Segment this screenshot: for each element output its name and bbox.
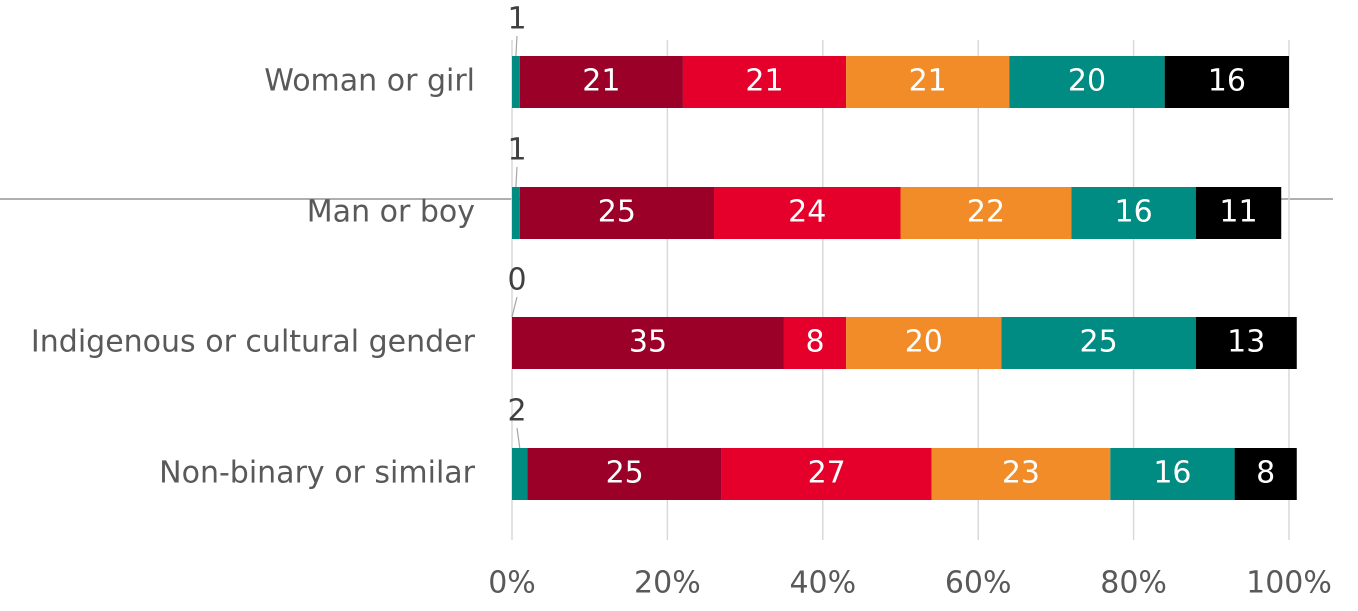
bar-segment: [1234, 448, 1297, 500]
bar-segment: [512, 56, 520, 108]
bar-segment: [1195, 317, 1297, 369]
bar-segment: [1071, 187, 1196, 239]
bar-segment: [512, 448, 528, 500]
data-label: 20: [905, 325, 943, 360]
x-tick-label: 100%: [1246, 566, 1332, 601]
bar-segment: [846, 317, 1002, 369]
data-label: 1: [507, 2, 526, 37]
bar-segment: [721, 448, 932, 500]
leader-line: [511, 296, 518, 318]
category-label: Woman or girl: [264, 64, 475, 99]
data-label: 8: [805, 325, 824, 360]
data-label: 11: [1219, 195, 1257, 230]
data-label: 21: [745, 64, 783, 99]
bar-segment: [512, 187, 520, 239]
x-tick-label: 20%: [634, 566, 701, 601]
category-label: Man or boy: [307, 195, 475, 230]
data-label: 2: [507, 394, 526, 429]
data-label: 16: [1208, 64, 1246, 99]
bar-segment: [900, 187, 1072, 239]
bar-segment: [512, 317, 784, 369]
data-label: 24: [788, 195, 826, 230]
x-tick-label: 40%: [789, 566, 856, 601]
bar-segment: [519, 56, 683, 108]
bar-segment: [1001, 317, 1196, 369]
bar-segment: [846, 56, 1010, 108]
data-label: 13: [1227, 325, 1265, 360]
x-tick-label: 0%: [488, 566, 536, 601]
data-label: 21: [909, 64, 947, 99]
data-label: 16: [1153, 456, 1191, 491]
data-label: 20: [1068, 64, 1106, 99]
bar-segment: [1110, 448, 1235, 500]
bar-segment: [783, 317, 847, 369]
bar-segment: [1164, 56, 1289, 108]
data-label: 25: [598, 195, 636, 230]
bar-segment: [519, 187, 715, 239]
bar-segment: [714, 187, 901, 239]
leader-line: [515, 166, 518, 188]
bar-segment: [1009, 56, 1165, 108]
leader-line: [515, 35, 518, 57]
data-label: 16: [1115, 195, 1153, 230]
category-label: Indigenous or cultural gender: [31, 325, 476, 360]
data-label: 0: [507, 263, 526, 298]
leader-line: [516, 427, 521, 449]
bar-segment: [527, 448, 722, 500]
data-label: 25: [1080, 325, 1118, 360]
data-label: 23: [1002, 456, 1040, 491]
data-label: 22: [967, 195, 1005, 230]
bar-segment: [1195, 187, 1282, 239]
data-label: 21: [582, 64, 620, 99]
data-label: 27: [808, 456, 846, 491]
bar-segment: [682, 56, 847, 108]
x-tick-label: 60%: [945, 566, 1012, 601]
data-label: 8: [1256, 456, 1275, 491]
data-label: 35: [629, 325, 667, 360]
category-label: Non-binary or similar: [159, 456, 476, 491]
x-tick-label: 80%: [1100, 566, 1167, 601]
bar-segment: [931, 448, 1111, 500]
data-label: 25: [606, 456, 644, 491]
data-label: 1: [507, 133, 526, 168]
